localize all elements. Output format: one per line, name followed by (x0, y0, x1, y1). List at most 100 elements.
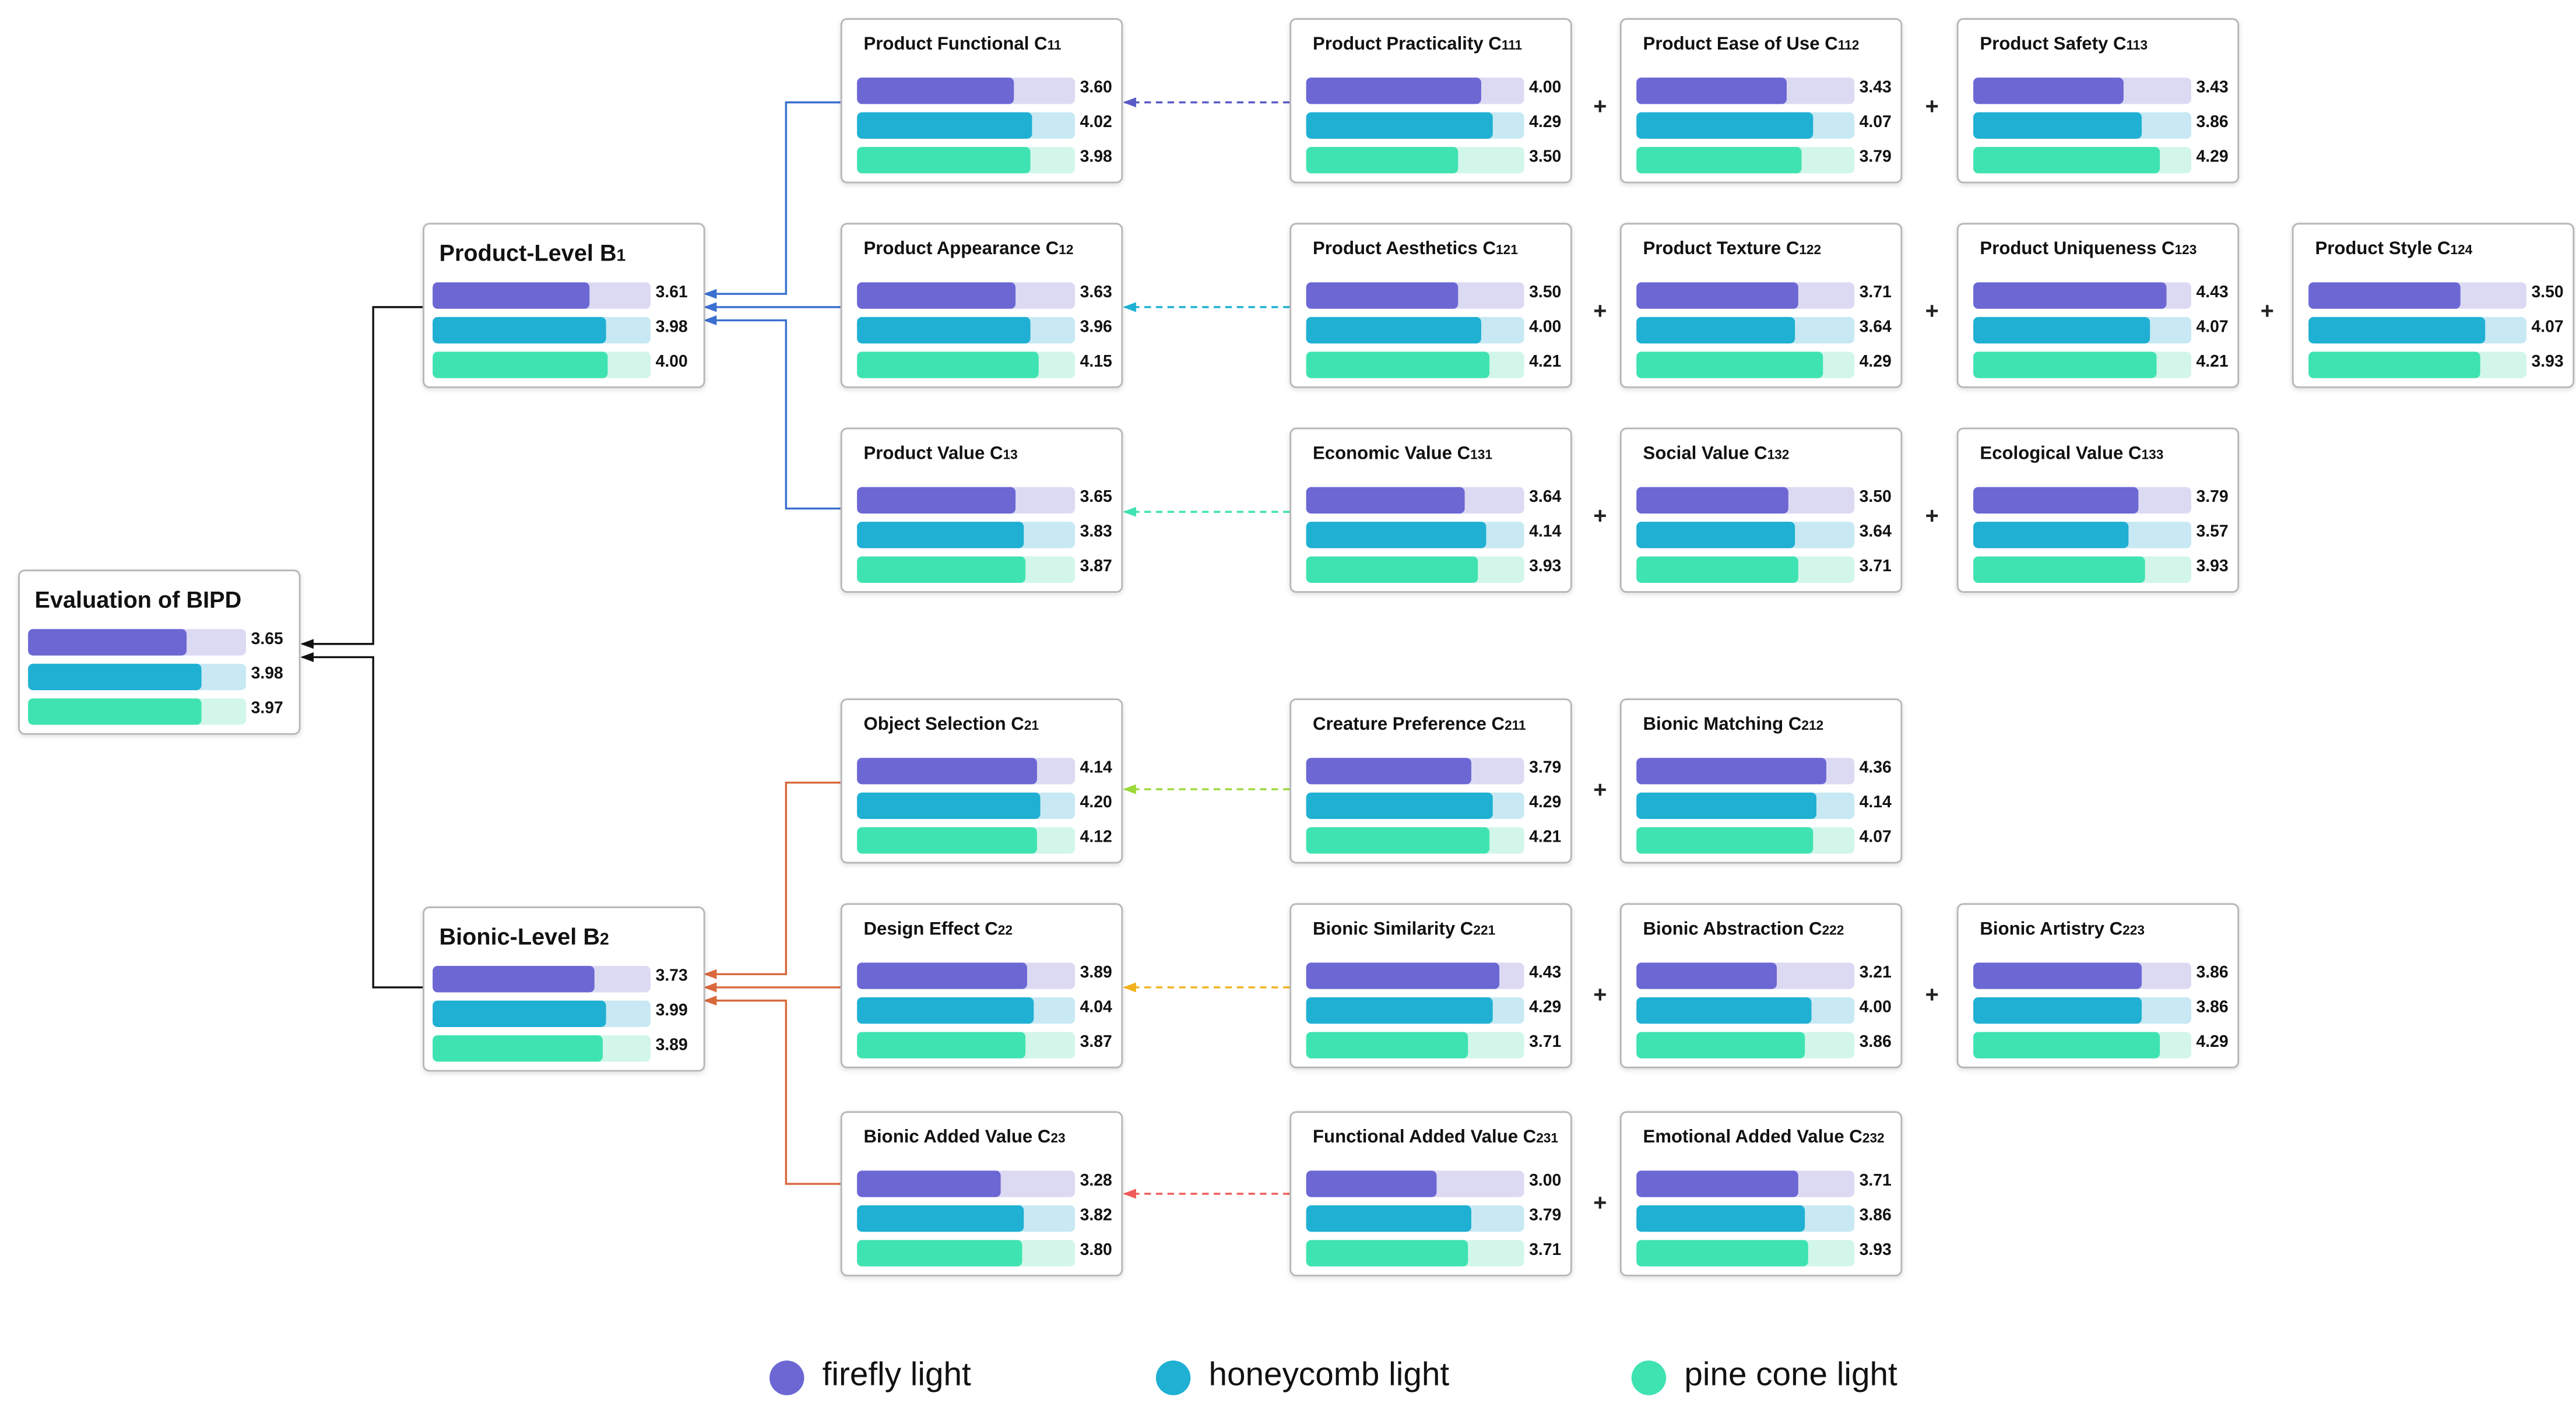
bar-value-pinecone: 4.21 (1529, 353, 1562, 372)
node-name: Bionic Abstraction C (1643, 919, 1822, 940)
bar-pinecone (433, 1035, 603, 1062)
bar-honeycomb (433, 1000, 607, 1027)
legend-label: firefly light (822, 1357, 971, 1394)
bar-value-pinecone: 4.29 (1859, 353, 1892, 372)
node-subscript: 1 (616, 247, 626, 266)
bar-value-firefly: 3.43 (2196, 79, 2229, 98)
bar-firefly (1973, 282, 2167, 309)
bar-pinecone (2308, 351, 2480, 378)
bar-firefly (857, 962, 1027, 989)
node-title: Product Appearance C12 (864, 240, 1074, 259)
node-name: Product Style C (2315, 239, 2451, 259)
bar-pinecone (1636, 1240, 1808, 1267)
node-name: Creature Preference C (1312, 715, 1505, 735)
node-title: Economic Value C131 (1313, 444, 1492, 464)
bar-firefly (1973, 78, 2123, 104)
node-title: Bionic Abstraction C222 (1643, 920, 1844, 940)
node-subscript: 121 (1495, 242, 1518, 258)
bar-value-honeycomb: 4.07 (1859, 114, 1892, 132)
node-subscript: 132 (1767, 447, 1790, 463)
node-subscript: 211 (1505, 718, 1526, 733)
node-subscript: 133 (2141, 447, 2164, 463)
link-c13-to-b1 (703, 315, 841, 510)
bar-value-pinecone: 4.15 (1080, 353, 1112, 372)
bar-firefly (1636, 962, 1777, 989)
node-c222: Bionic Abstraction C222 3.21 4.00 3.86 (1619, 903, 1903, 1068)
bar-honeycomb (857, 522, 1024, 548)
node-name: Product Texture C (1643, 239, 1800, 259)
node-c13: Product Value C13 3.65 3.83 3.87 (840, 427, 1123, 593)
node-a: Evaluation of BIPD 3.65 3.98 3.97 (18, 569, 301, 735)
bar-firefly (1306, 282, 1459, 309)
bar-value-pinecone: 3.87 (1080, 558, 1112, 576)
bar-firefly (2308, 282, 2461, 309)
bar-value-pinecone: 4.29 (2196, 148, 2229, 167)
bar-value-honeycomb: 3.99 (655, 1002, 688, 1021)
plus-sign: + (1593, 776, 1607, 803)
bar-firefly (857, 78, 1014, 104)
node-c12: Product Appearance C12 3.63 3.96 4.15 (840, 223, 1123, 388)
bar-firefly (1636, 282, 1798, 309)
bar-pinecone (1973, 351, 2157, 378)
bar-honeycomb (857, 792, 1041, 820)
bar-honeycomb (1636, 522, 1795, 548)
bar-value-firefly: 4.00 (1529, 79, 1562, 98)
node-title: Bionic Similarity C221 (1313, 920, 1495, 940)
bar-value-firefly: 3.71 (1859, 284, 1892, 303)
node-c22: Design Effect C22 3.89 4.04 3.87 (840, 903, 1123, 1068)
link-c23-to-b2 (703, 996, 841, 1185)
bar-value-pinecone: 3.98 (1080, 148, 1112, 167)
bar-value-firefly: 3.73 (655, 967, 688, 986)
plus-sign: + (1925, 502, 1939, 529)
bar-value-firefly: 3.65 (1080, 488, 1112, 507)
node-name: Emotional Added Value C (1643, 1127, 1862, 1148)
node-title: Bionic Artistry C223 (1980, 920, 2145, 940)
legend-dot-icon (1155, 1360, 1191, 1395)
bar-value-pinecone: 4.12 (1080, 829, 1112, 848)
node-title: Functional Added Value C231 (1313, 1128, 1558, 1148)
bar-value-pinecone: 3.71 (1529, 1033, 1562, 1052)
bar-pinecone (1973, 1032, 2160, 1059)
bar-value-firefly: 3.43 (1859, 79, 1892, 98)
bar-pinecone (1636, 351, 1824, 378)
node-name: Bionic-Level B (439, 923, 600, 950)
bar-value-honeycomb: 4.02 (1080, 114, 1112, 132)
bar-value-pinecone: 3.79 (1859, 148, 1892, 167)
bar-value-firefly: 3.50 (2531, 284, 2564, 303)
node-subscript: 221 (1473, 923, 1496, 938)
bar-pinecone (857, 351, 1038, 378)
bar-value-firefly: 4.43 (1529, 964, 1562, 983)
bar-value-honeycomb: 3.86 (1859, 1207, 1892, 1225)
bar-value-honeycomb: 3.86 (2196, 114, 2229, 132)
bar-value-honeycomb: 4.14 (1859, 794, 1892, 813)
node-name: Economic Value C (1312, 444, 1471, 464)
bar-value-firefly: 3.61 (655, 284, 688, 303)
bar-value-firefly: 3.50 (1859, 488, 1892, 507)
node-subscript: 232 (1862, 1131, 1885, 1146)
plus-sign: + (1925, 980, 1939, 1007)
node-title: Emotional Added Value C232 (1643, 1128, 1885, 1148)
bar-firefly (1306, 1170, 1437, 1197)
node-subscript: 231 (1536, 1131, 1559, 1146)
node-c211: Creature Preference C211 3.79 4.29 4.21 (1289, 698, 1572, 864)
bar-firefly (1306, 758, 1472, 785)
bar-value-firefly: 3.79 (2196, 488, 2229, 507)
bar-honeycomb (857, 1205, 1024, 1232)
bar-value-firefly: 4.43 (2196, 284, 2229, 303)
node-subscript: 21 (1024, 718, 1039, 733)
bar-value-honeycomb: 4.07 (2531, 318, 2564, 337)
bar-pinecone (1973, 556, 2145, 583)
node-subscript: 11 (1047, 38, 1062, 53)
node-name: Product Appearance C (863, 239, 1059, 259)
node-name: Product Aesthetics C (1312, 239, 1496, 259)
node-name: Object Selection C (863, 715, 1024, 735)
bar-firefly (433, 282, 591, 309)
node-c231: Functional Added Value C231 3.00 3.79 3.71 (1289, 1111, 1572, 1277)
bar-pinecone (1973, 147, 2160, 174)
node-name: Bionic Matching C (1643, 715, 1802, 735)
bar-value-pinecone: 3.71 (1859, 558, 1892, 576)
bar-value-honeycomb: 3.98 (655, 318, 688, 337)
bar-pinecone (857, 1032, 1026, 1059)
bar-honeycomb (1306, 112, 1493, 139)
